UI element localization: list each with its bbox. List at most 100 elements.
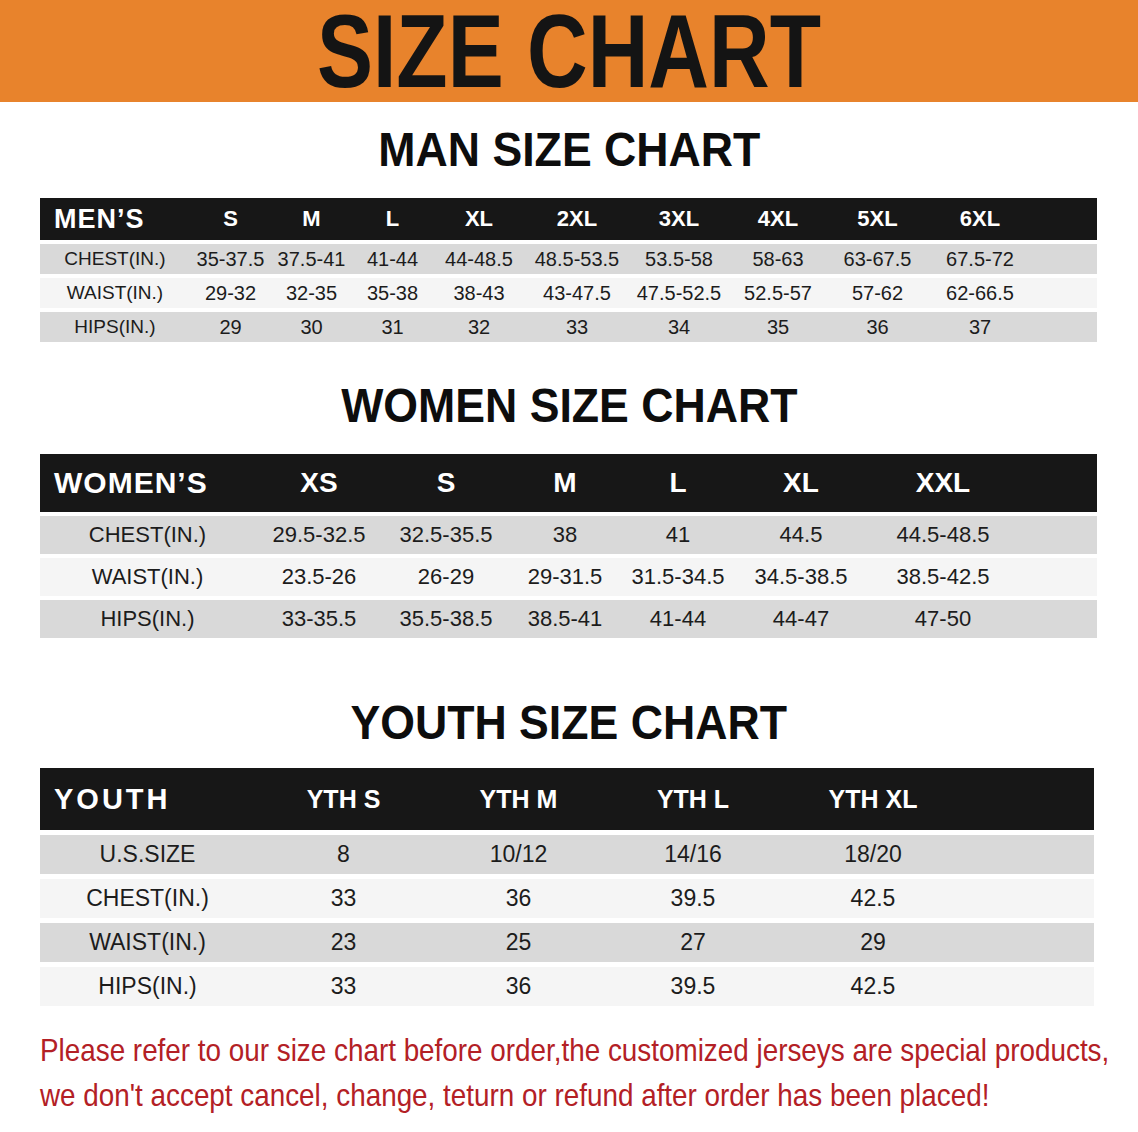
- size-value: 43-47.5: [525, 282, 629, 305]
- men-size-col: L: [352, 206, 433, 232]
- size-value: 35.5-38.5: [383, 606, 509, 632]
- size-value: 37: [928, 316, 1032, 339]
- size-value: 29-32: [190, 282, 271, 305]
- size-value: 36: [432, 885, 605, 912]
- youth-ussize-row: U.S.SIZE 8 10/12 14/16 18/20: [40, 835, 1094, 874]
- size-value: 32: [433, 316, 525, 339]
- size-value: 58-63: [729, 248, 827, 271]
- size-value: 36: [432, 973, 605, 1000]
- banner-title: SIZE CHART: [317, 0, 821, 111]
- men-size-col: 4XL: [729, 206, 827, 232]
- size-value: 25: [432, 929, 605, 956]
- row-label: HIPS(IN.): [40, 973, 255, 1000]
- women-size-col: XS: [255, 467, 383, 499]
- size-value: 10/12: [432, 841, 605, 868]
- size-value: 37.5-41: [271, 248, 352, 271]
- size-value: 29.5-32.5: [255, 522, 383, 548]
- size-value: 62-66.5: [928, 282, 1032, 305]
- youth-waist-row: WAIST(IN.) 23 25 27 29: [40, 923, 1094, 962]
- women-size-col: XL: [735, 467, 867, 499]
- youth-size-col: YTH S: [255, 785, 432, 814]
- size-value: 67.5-72: [928, 248, 1032, 271]
- size-value: 32.5-35.5: [383, 522, 509, 548]
- row-label: WAIST(IN.): [40, 282, 190, 304]
- size-value: 31.5-34.5: [621, 564, 735, 590]
- size-value: 26-29: [383, 564, 509, 590]
- size-value: 30: [271, 316, 352, 339]
- size-value: 34: [629, 316, 729, 339]
- size-value: 41: [621, 522, 735, 548]
- size-value: 35-38: [352, 282, 433, 305]
- men-size-col: 5XL: [827, 206, 928, 232]
- men-size-col: 6XL: [928, 206, 1032, 232]
- size-value: 23.5-26: [255, 564, 383, 590]
- size-value: 23: [255, 929, 432, 956]
- women-size-col: L: [621, 467, 735, 499]
- men-size-col: S: [190, 206, 271, 232]
- men-size-table: MEN’S S M L XL 2XL 3XL 4XL 5XL 6XL CHEST…: [40, 198, 1097, 342]
- size-value: 18/20: [781, 841, 965, 868]
- size-value: 38.5-41: [509, 606, 621, 632]
- size-value: 44.5-48.5: [867, 522, 1019, 548]
- size-value: 33: [525, 316, 629, 339]
- youth-chest-row: CHEST(IN.) 33 36 39.5 42.5: [40, 879, 1094, 918]
- women-section-heading: WOMEN SIZE CHART: [0, 383, 1138, 429]
- women-waist-row: WAIST(IN.) 23.5-26 26-29 29-31.5 31.5-34…: [40, 558, 1097, 596]
- men-size-col: 3XL: [629, 206, 729, 232]
- size-value: 31: [352, 316, 433, 339]
- size-value: 32-35: [271, 282, 352, 305]
- size-value: 35-37.5: [190, 248, 271, 271]
- youth-table-title: YOUTH: [40, 783, 255, 816]
- size-value: 34.5-38.5: [735, 564, 867, 590]
- size-value: 14/16: [605, 841, 781, 868]
- size-value: 63-67.5: [827, 248, 928, 271]
- women-size-table: WOMEN’S XS S M L XL XXL CHEST(IN.) 29.5-…: [40, 454, 1097, 638]
- row-label: CHEST(IN.): [40, 522, 255, 548]
- size-value: 38: [509, 522, 621, 548]
- women-size-col: XXL: [867, 467, 1019, 499]
- size-value: 33: [255, 885, 432, 912]
- size-value: 8: [255, 841, 432, 868]
- size-value: 52.5-57: [729, 282, 827, 305]
- size-value: 42.5: [781, 973, 965, 1000]
- size-value: 29: [190, 316, 271, 339]
- youth-hips-row: HIPS(IN.) 33 36 39.5 42.5: [40, 967, 1094, 1006]
- women-size-col: M: [509, 467, 621, 499]
- size-value: 33-35.5: [255, 606, 383, 632]
- men-chest-row: CHEST(IN.) 35-37.5 37.5-41 41-44 44-48.5…: [40, 244, 1097, 274]
- disclaimer-line-2: we don't accept cancel, change, teturn o…: [40, 1073, 995, 1118]
- size-value: 29: [781, 929, 965, 956]
- men-size-col: 2XL: [525, 206, 629, 232]
- size-value: 57-62: [827, 282, 928, 305]
- youth-size-col: YTH XL: [781, 785, 965, 814]
- youth-size-col: YTH M: [432, 785, 605, 814]
- men-section-heading: MAN SIZE CHART: [0, 127, 1138, 173]
- youth-section-heading: YOUTH SIZE CHART: [0, 700, 1138, 746]
- row-label: WAIST(IN.): [40, 564, 255, 590]
- men-hips-row: HIPS(IN.) 29 30 31 32 33 34 35 36 37: [40, 312, 1097, 342]
- size-value: 29-31.5: [509, 564, 621, 590]
- youth-size-table: YOUTH YTH S YTH M YTH L YTH XL U.S.SIZE …: [40, 768, 1094, 1006]
- row-label: WAIST(IN.): [40, 929, 255, 956]
- youth-table-header: YOUTH YTH S YTH M YTH L YTH XL: [40, 768, 1094, 830]
- size-value: 41-44: [621, 606, 735, 632]
- row-label: U.S.SIZE: [40, 841, 255, 868]
- size-value: 35: [729, 316, 827, 339]
- size-value: 38.5-42.5: [867, 564, 1019, 590]
- size-value: 27: [605, 929, 781, 956]
- youth-section-heading-text: YOUTH SIZE CHART: [351, 700, 787, 746]
- size-value: 33: [255, 973, 432, 1000]
- size-value: 42.5: [781, 885, 965, 912]
- women-section-heading-text: WOMEN SIZE CHART: [341, 383, 797, 429]
- men-table-title: MEN’S: [40, 204, 190, 235]
- size-value: 53.5-58: [629, 248, 729, 271]
- size-chart-banner: SIZE CHART: [0, 0, 1138, 102]
- size-value: 39.5: [605, 885, 781, 912]
- size-value: 41-44: [352, 248, 433, 271]
- row-label: CHEST(IN.): [40, 248, 190, 270]
- men-size-col: XL: [433, 206, 525, 232]
- size-value: 47.5-52.5: [629, 282, 729, 305]
- men-size-col: M: [271, 206, 352, 232]
- row-label: CHEST(IN.): [40, 885, 255, 912]
- men-section-heading-text: MAN SIZE CHART: [378, 127, 760, 173]
